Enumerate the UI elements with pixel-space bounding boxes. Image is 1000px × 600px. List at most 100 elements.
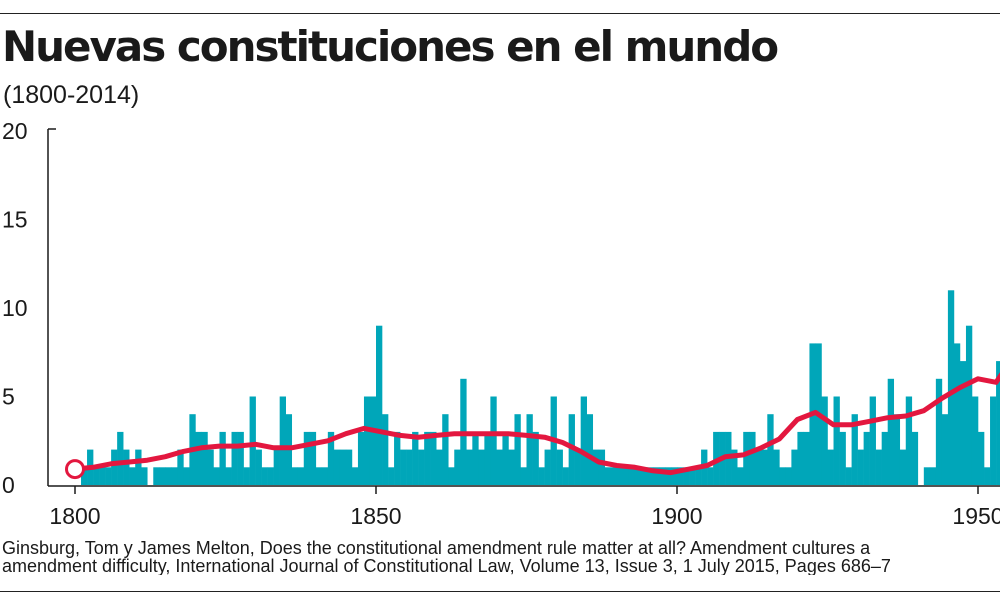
bar-1837	[297, 467, 305, 485]
bar-1899	[670, 467, 678, 485]
bar-1803	[93, 467, 100, 485]
bar-1893	[634, 467, 642, 485]
bar-1818	[183, 467, 190, 485]
bar-1830	[255, 449, 262, 485]
bar-1872	[508, 449, 515, 485]
bar-1883	[574, 449, 581, 485]
bar-1887	[598, 449, 606, 485]
bar-1871	[502, 431, 509, 485]
bar-1930	[857, 449, 864, 485]
bar-1838	[303, 431, 311, 485]
bar-1912	[749, 431, 756, 485]
bar-1947	[959, 361, 967, 485]
bar-1813	[153, 467, 160, 485]
bar-1910	[737, 467, 744, 485]
chart-area: 1800 1850 1900 1950 0 5 10 15 20	[2, 118, 1000, 529]
bar-1878	[544, 449, 551, 485]
bar-1828	[243, 467, 250, 485]
trend-layer	[65, 372, 1000, 480]
bar-1886	[592, 449, 600, 485]
bar-1892	[628, 467, 636, 485]
bar-1853	[394, 431, 401, 485]
bar-1884	[580, 396, 587, 485]
bar-1832	[267, 467, 274, 485]
bar-1811	[141, 467, 148, 485]
top-rule	[0, 13, 1000, 14]
bar-1816	[171, 467, 178, 485]
bar-1855	[406, 449, 413, 485]
bar-1870	[496, 449, 503, 485]
bar-1913	[755, 449, 762, 485]
bar-1849	[369, 396, 377, 485]
bar-1950	[978, 431, 985, 485]
bar-1902	[689, 467, 696, 485]
bar-1834	[279, 396, 286, 485]
bar-1859	[430, 431, 437, 485]
bar-1842	[327, 431, 335, 485]
bar-1845	[345, 449, 353, 485]
bar-1856	[412, 431, 419, 485]
bar-1916	[773, 449, 780, 485]
tick-labels: 1800 1850 1900 1950 0 5 10 15 20	[2, 118, 1000, 529]
bar-1928	[845, 467, 852, 485]
bar-1936	[893, 414, 901, 485]
bar-1915	[767, 414, 774, 485]
bar-1826	[231, 431, 238, 485]
y-tick-label-20: 20	[2, 118, 28, 144]
x-tick-label-1800: 1800	[49, 503, 100, 529]
bar-1914	[761, 449, 768, 485]
bar-1921	[803, 431, 810, 485]
bar-1933	[875, 449, 882, 485]
bar-1833	[273, 449, 280, 485]
bar-1935	[887, 378, 895, 485]
bar-1896	[652, 467, 660, 485]
bar-1861	[442, 414, 449, 485]
bar-1894	[640, 467, 648, 485]
x-tick-label-1850: 1850	[350, 503, 401, 529]
bar-1888	[604, 467, 612, 485]
x-tick-label-1900: 1900	[651, 503, 702, 529]
bar-1945	[947, 290, 955, 485]
bar-1844	[339, 449, 347, 485]
bar-1898	[664, 467, 672, 485]
bar-1841	[321, 467, 329, 485]
bar-1836	[291, 467, 299, 485]
bar-1932	[869, 396, 876, 485]
bar-1951	[984, 467, 991, 485]
bar-1934	[881, 431, 888, 485]
bar-1821	[201, 431, 208, 485]
bar-1863	[454, 449, 461, 485]
bar-1839	[309, 431, 317, 485]
bar-1889	[610, 467, 618, 485]
bar-1850	[376, 325, 383, 485]
bar-1901	[683, 467, 690, 485]
bar-1925	[827, 449, 834, 485]
axes-layer	[47, 128, 1000, 494]
bar-1881	[562, 467, 569, 485]
bars-layer	[81, 290, 1000, 485]
bar-1823	[213, 467, 220, 485]
bar-1920	[797, 431, 804, 485]
bar-1946	[953, 343, 961, 485]
x-tick-label-1950: 1950	[952, 503, 1000, 529]
bar-1854	[400, 449, 407, 485]
bar-1807	[117, 431, 124, 485]
bar-1862	[448, 467, 455, 485]
bar-1927	[839, 431, 846, 485]
bar-1876	[532, 431, 539, 485]
bar-1897	[658, 467, 666, 485]
bar-1804	[99, 467, 106, 485]
bar-1858	[424, 431, 431, 485]
bar-1938	[905, 396, 913, 485]
bar-1890	[616, 467, 624, 485]
bar-1814	[159, 467, 166, 485]
bar-1919	[791, 449, 798, 485]
bar-1801	[81, 467, 88, 485]
bar-1846	[351, 467, 359, 485]
bar-1857	[418, 449, 425, 485]
trend-line	[72, 372, 1000, 476]
bar-1815	[165, 467, 172, 485]
bar-1851	[382, 414, 389, 485]
bar-1918	[785, 467, 792, 485]
y-tick-label-15: 15	[2, 207, 28, 233]
